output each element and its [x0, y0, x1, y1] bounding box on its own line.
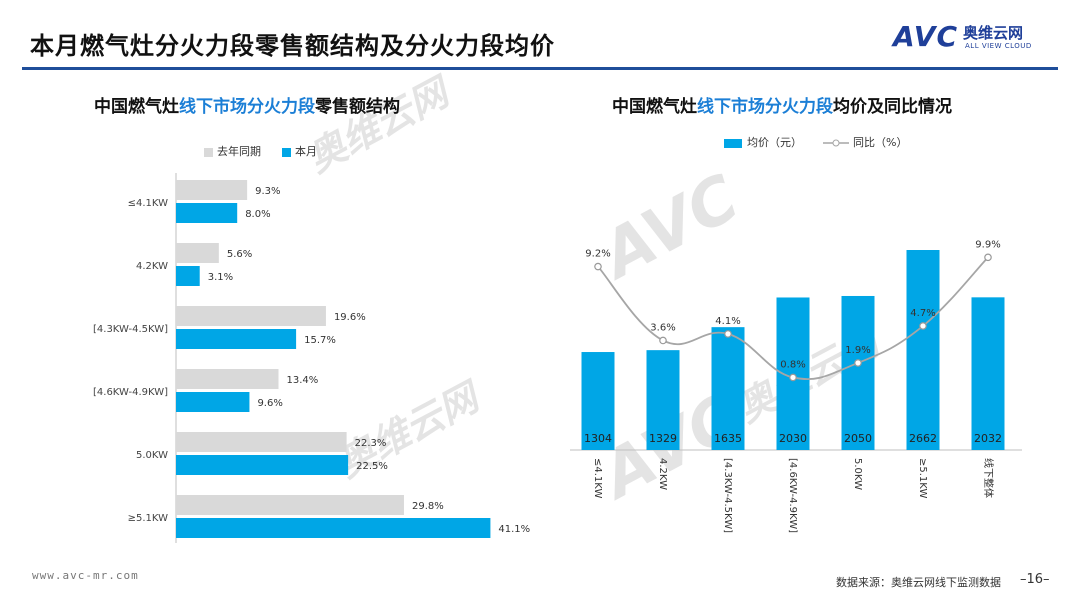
bar-current: [176, 392, 250, 412]
logo-en-name: ALL VIEW CLOUD: [965, 42, 1032, 50]
category-label: 4.2KW: [136, 261, 168, 272]
bar-current: [176, 329, 297, 349]
right-legend: 均价（元） 同比（%）: [724, 134, 907, 150]
bar-avg-price: [711, 327, 745, 450]
category-label: ≥5.1KW: [917, 458, 928, 498]
category-label: 线下整体: [982, 458, 995, 498]
label-yoy: 1.9%: [845, 345, 870, 356]
label-yoy: 0.8%: [780, 359, 805, 370]
label-avg-price: 1635: [714, 432, 742, 445]
bar-avg-price: [906, 250, 940, 450]
label-current: 15.7%: [304, 335, 336, 346]
category-label: 5.0KW: [136, 450, 168, 461]
label-avg-price: 1304: [584, 432, 612, 445]
bar-avg-price: [841, 295, 875, 450]
bar-avg-price: [646, 350, 680, 450]
label-last-year: 13.4%: [287, 375, 319, 386]
bar-last-year: [176, 180, 248, 200]
category-label: ≤4.1KW: [128, 198, 168, 209]
label-avg-price: 2662: [909, 432, 937, 445]
category-label: ≥5.1KW: [128, 513, 168, 524]
label-last-year: 19.6%: [334, 312, 366, 323]
label-current: 9.6%: [257, 398, 282, 409]
left-bar-chart: 9.3% 8.0% ≤4.1KW 5.6% 3.1% 4.2KW 19.6% 15.7% [4.…: [93, 173, 530, 543]
logo-brand: AVC: [893, 20, 958, 53]
label-last-year: 22.3%: [355, 438, 387, 449]
category-label: ≤4.1KW: [592, 458, 603, 498]
right-title-highlight: 线下市场分火力段: [697, 97, 833, 117]
left-title-pre: 中国燃气灶: [94, 97, 179, 117]
category-label: 4.2KW: [657, 458, 668, 490]
legend-swatch-current: [282, 147, 291, 157]
left-title-post: 零售额结构: [315, 97, 400, 117]
bar-last-year: [176, 495, 404, 515]
right-title-post: 均价及同比情况: [833, 97, 952, 117]
label-yoy: 9.9%: [975, 239, 1000, 250]
category-label: [4.6KW-4.9KW]: [93, 387, 168, 398]
category-label: [4.6KW-4.9KW]: [787, 458, 798, 533]
label-current: 22.5%: [356, 461, 388, 472]
label-yoy: 9.2%: [585, 249, 610, 260]
bar-avg-price: [581, 352, 615, 450]
bar-last-year: [176, 432, 347, 452]
footer-url: www.avc-mr.com: [32, 569, 139, 582]
bar-last-year: [176, 243, 219, 263]
yoy-point: [789, 373, 797, 382]
legend-label-yoy: 同比（%）: [853, 136, 908, 149]
right-chart-title: 中国燃气灶线下市场分火力段均价及同比情况: [612, 92, 952, 117]
label-avg-price: 1329: [649, 432, 677, 445]
right-title-pre: 中国燃气灶: [612, 97, 697, 117]
bar-current: [176, 266, 200, 286]
legend-label-current: 本月: [295, 145, 317, 158]
bar-current: [176, 518, 491, 538]
bar-last-year: [176, 306, 326, 326]
legend-label-last-year: 去年同期: [217, 145, 261, 158]
yoy-point: [854, 359, 862, 367]
left-legend: 去年同期 本月: [204, 143, 317, 159]
label-avg-price: 2050: [844, 432, 872, 445]
category-label: 5.0KW: [852, 458, 863, 490]
yoy-point: [984, 253, 992, 262]
label-yoy: 4.1%: [715, 316, 740, 327]
logo-cn-name: 奥维云网: [963, 24, 1024, 42]
left-title-highlight: 线下市场分火力段: [179, 97, 315, 117]
label-current: 3.1%: [208, 272, 233, 283]
bar-current: [176, 203, 238, 223]
category-label: [4.3KW-4.5KW]: [722, 458, 733, 533]
label-last-year: 29.8%: [412, 501, 444, 512]
yoy-point: [659, 336, 667, 345]
label-yoy: 4.7%: [910, 308, 935, 319]
bar-current: [176, 455, 349, 475]
label-current: 41.1%: [498, 524, 530, 535]
left-chart-title: 中国燃气灶线下市场分火力段零售额结构: [94, 92, 400, 117]
category-label: [4.3KW-4.5KW]: [93, 324, 168, 335]
label-last-year: 9.3%: [255, 186, 280, 197]
page-title: 本月燃气灶分火力段零售额结构及分火力段均价: [30, 32, 555, 60]
label-last-year: 5.6%: [227, 249, 252, 260]
label-current: 8.0%: [245, 209, 270, 220]
label-avg-price: 2030: [779, 432, 807, 445]
legend-swatch-yoy: [823, 139, 849, 147]
yoy-point: [594, 262, 602, 271]
legend-swatch-price: [724, 138, 742, 148]
label-avg-price: 2032: [974, 432, 1002, 445]
legend-label-price: 均价（元）: [747, 136, 802, 149]
bar-last-year: [176, 369, 279, 389]
data-source: 数据来源：奥维云网线下监测数据: [836, 576, 1001, 589]
legend-swatch-last-year: [204, 147, 213, 157]
yoy-point: [919, 322, 927, 330]
title-divider: [22, 67, 1058, 70]
bar-avg-price: [971, 297, 1005, 450]
yoy-point: [724, 330, 732, 338]
label-yoy: 3.6%: [650, 322, 675, 333]
right-combo-chart: 1304 ≤4.1KW 1329 4.2KW 1635 [4.3KW-4.5KW] 2030…: [570, 239, 1022, 533]
page-number: –16–: [1020, 572, 1050, 587]
